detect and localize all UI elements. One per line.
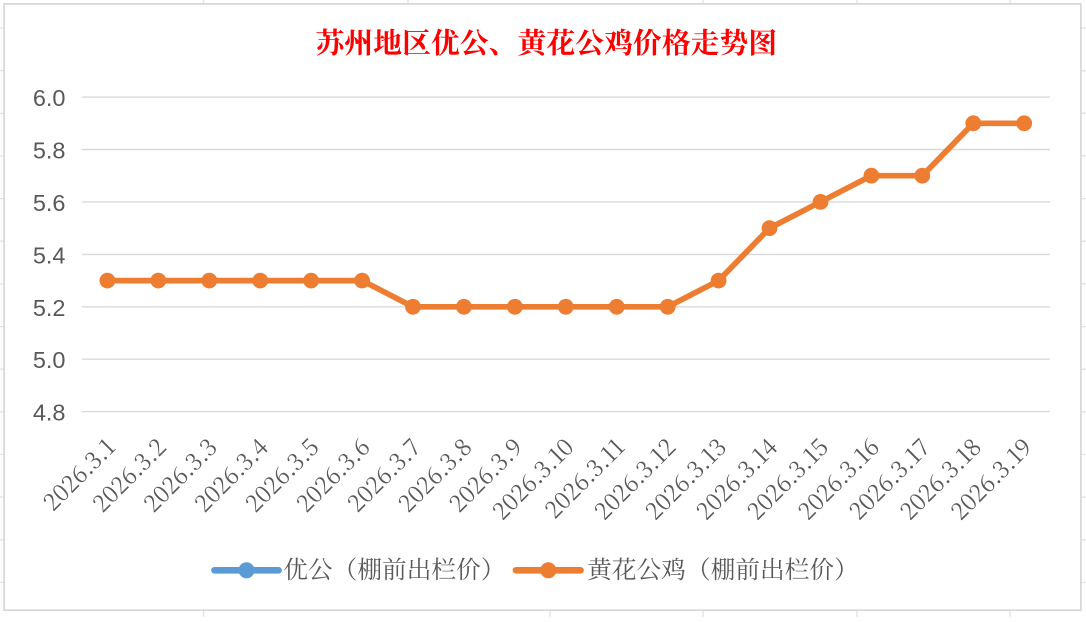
svg-text:5.0: 5.0 (33, 347, 66, 373)
svg-text:5.4: 5.4 (33, 242, 66, 268)
svg-text:5.2: 5.2 (33, 295, 66, 321)
svg-text:5.6: 5.6 (33, 190, 66, 216)
svg-text:4.8: 4.8 (33, 400, 66, 426)
svg-text:5.8: 5.8 (33, 138, 66, 164)
svg-text:6.0: 6.0 (33, 85, 66, 111)
